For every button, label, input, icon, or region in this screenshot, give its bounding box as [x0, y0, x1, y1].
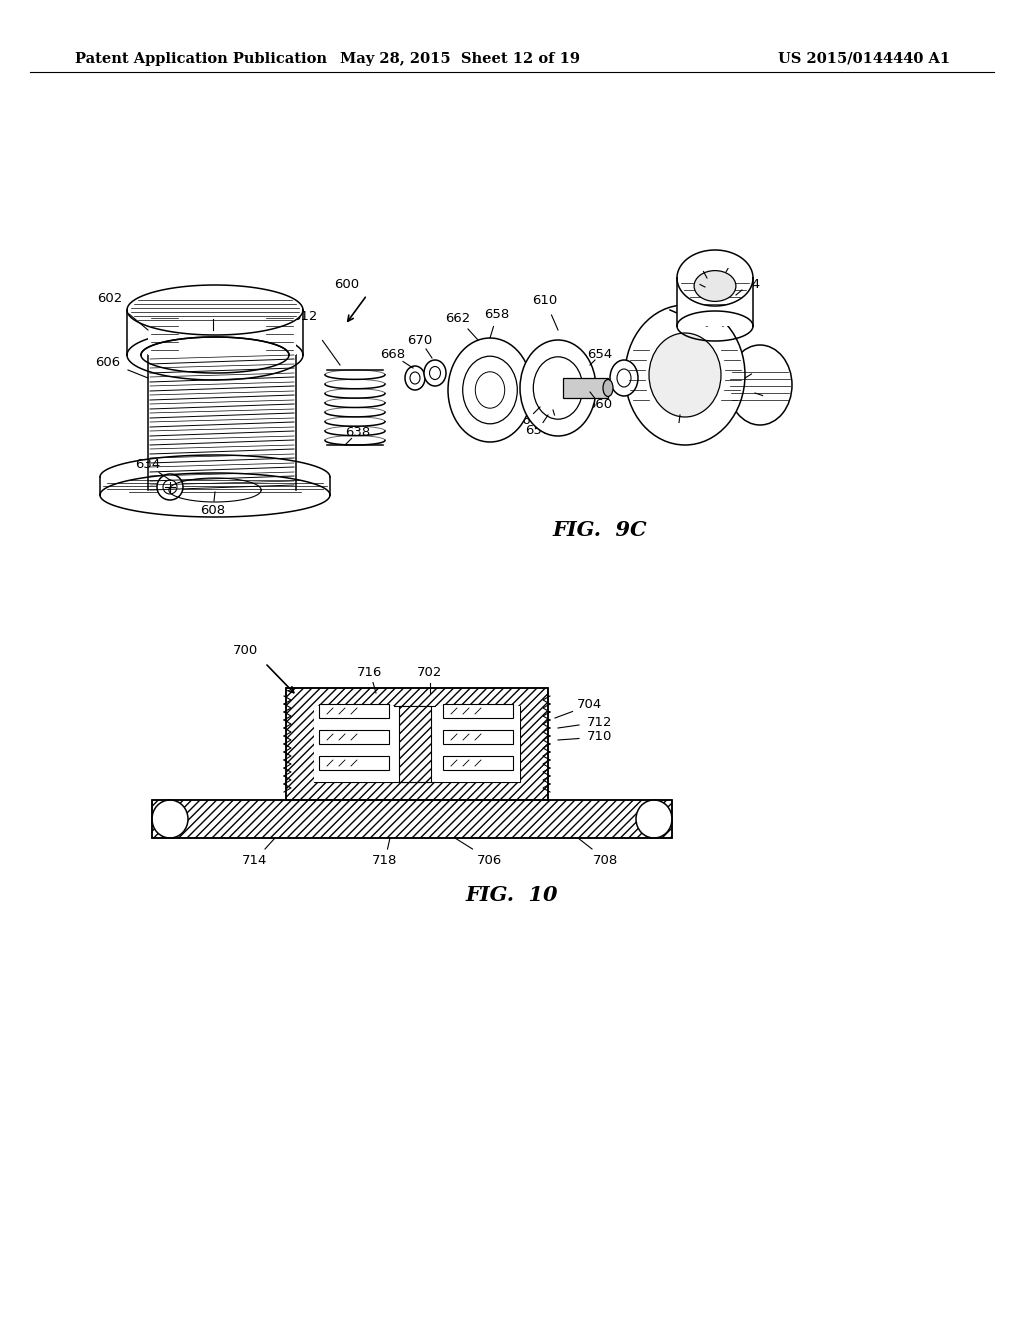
Text: May 28, 2015  Sheet 12 of 19: May 28, 2015 Sheet 12 of 19	[340, 51, 580, 66]
Text: 652: 652	[745, 363, 771, 376]
Ellipse shape	[410, 372, 420, 384]
Text: FIG.  10: FIG. 10	[466, 884, 558, 906]
Ellipse shape	[100, 455, 330, 517]
Ellipse shape	[520, 341, 596, 436]
Ellipse shape	[429, 367, 440, 380]
Text: 634: 634	[135, 458, 161, 471]
Text: 642: 642	[666, 424, 690, 437]
Ellipse shape	[463, 356, 517, 424]
Text: 718: 718	[373, 854, 397, 866]
Bar	[399, 706, 431, 781]
Bar	[436, 706, 520, 781]
Ellipse shape	[728, 345, 792, 425]
Text: 702: 702	[418, 665, 442, 678]
Ellipse shape	[677, 249, 753, 306]
Bar	[152, 800, 672, 838]
Ellipse shape	[152, 800, 188, 838]
Ellipse shape	[127, 285, 303, 335]
Bar	[677, 279, 753, 326]
Text: 706: 706	[477, 854, 503, 866]
Text: 664: 664	[514, 413, 540, 426]
Text: 648: 648	[758, 392, 782, 404]
Ellipse shape	[610, 360, 638, 396]
Ellipse shape	[649, 333, 721, 417]
Text: 708: 708	[593, 854, 618, 866]
Text: Patent Application Publication: Patent Application Publication	[75, 51, 327, 66]
Text: 710: 710	[588, 730, 612, 743]
Bar	[286, 688, 548, 800]
Text: 604: 604	[201, 301, 225, 314]
Ellipse shape	[625, 305, 745, 445]
Text: 640: 640	[718, 259, 742, 272]
Bar	[314, 706, 394, 781]
Text: 608: 608	[201, 503, 225, 516]
Bar	[319, 756, 389, 770]
Bar	[443, 730, 513, 744]
Circle shape	[157, 474, 183, 500]
Text: 606: 606	[95, 355, 121, 368]
Bar	[286, 688, 548, 800]
Text: 704: 704	[578, 698, 603, 711]
Bar	[319, 730, 389, 744]
Text: 644: 644	[735, 279, 761, 292]
Text: 662: 662	[445, 312, 471, 325]
Ellipse shape	[603, 380, 613, 396]
Bar	[443, 704, 513, 718]
Text: 700: 700	[232, 644, 258, 656]
Text: FIG.  9C: FIG. 9C	[553, 520, 647, 540]
Text: 716: 716	[357, 665, 383, 678]
Text: 712: 712	[587, 715, 612, 729]
Text: 666: 666	[544, 413, 568, 426]
Text: 638: 638	[345, 425, 371, 438]
Ellipse shape	[617, 370, 631, 387]
Text: 646: 646	[687, 259, 713, 272]
Ellipse shape	[449, 338, 532, 442]
Ellipse shape	[424, 360, 446, 385]
Text: 602: 602	[97, 292, 123, 305]
Ellipse shape	[475, 372, 505, 408]
Ellipse shape	[694, 271, 736, 301]
Text: 600: 600	[335, 279, 359, 292]
Bar	[152, 800, 672, 838]
Text: 660: 660	[588, 399, 612, 412]
Text: 668: 668	[381, 348, 406, 362]
Text: 650: 650	[682, 276, 708, 289]
Bar	[319, 704, 389, 718]
Text: 658: 658	[484, 309, 510, 322]
Text: 670: 670	[408, 334, 432, 346]
Text: 612: 612	[292, 309, 317, 322]
Bar	[314, 706, 520, 781]
Text: 654: 654	[588, 348, 612, 362]
Bar	[443, 756, 513, 770]
Bar	[148, 310, 296, 355]
Ellipse shape	[534, 356, 583, 420]
Bar	[563, 378, 608, 399]
Ellipse shape	[406, 366, 425, 389]
Ellipse shape	[636, 800, 672, 838]
Text: 656: 656	[525, 424, 551, 437]
Text: 714: 714	[243, 854, 267, 866]
Text: 610: 610	[532, 293, 558, 306]
Text: US 2015/0144440 A1: US 2015/0144440 A1	[778, 51, 950, 66]
